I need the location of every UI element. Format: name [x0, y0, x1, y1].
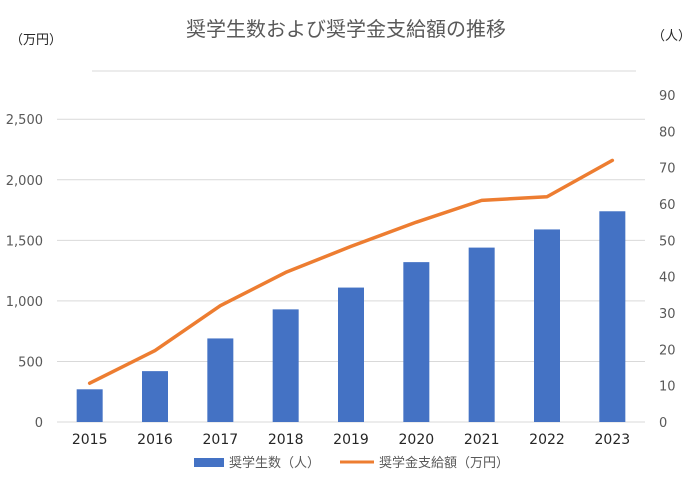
left-axis-unit: （万円） [10, 33, 62, 48]
right-tick-label: 0 [659, 416, 667, 431]
left-tick-label: 2,500 [6, 113, 43, 128]
x-tick-label: 2019 [333, 432, 369, 448]
left-tick-label: 1,000 [6, 295, 43, 310]
bar [207, 338, 234, 422]
bar-series [76, 211, 626, 422]
legend-label-line: 奨学金支給額（万円） [379, 455, 509, 471]
x-tick-label: 2021 [464, 432, 500, 448]
left-tick-label: 2,000 [6, 174, 43, 189]
right-axis-ticks: 0 10 20 30 40 50 60 70 80 90 [659, 89, 676, 431]
bar [338, 287, 364, 422]
x-tick-label: 2018 [268, 432, 304, 448]
line-path [87, 158, 615, 385]
legend: 奨学生数（人） 奨学金支給額（万円） [194, 455, 509, 471]
bar [76, 389, 103, 422]
right-axis-unit: （人） [652, 29, 691, 44]
bar [272, 309, 299, 422]
right-tick-label: 40 [659, 271, 676, 286]
line-series [87, 158, 615, 385]
chart-title: 奨学生数および奨学金支給額の推移 [186, 17, 506, 41]
left-tick-label: 500 [18, 355, 43, 370]
x-tick-label: 2015 [72, 432, 108, 448]
right-tick-label: 60 [659, 198, 676, 213]
legend-label-bar: 奨学生数（人） [229, 455, 320, 471]
right-tick-label: 10 [659, 380, 676, 395]
left-axis-ticks: 0 500 1,000 1,500 2,000 2,500 [6, 113, 43, 431]
bar [142, 371, 168, 422]
bar [599, 211, 626, 422]
right-tick-label: 50 [659, 234, 676, 249]
x-tick-label: 2022 [529, 432, 565, 448]
right-tick-label: 80 [659, 125, 676, 140]
left-tick-label: 1,500 [6, 234, 43, 249]
x-tick-label: 2020 [399, 432, 435, 448]
right-tick-label: 20 [659, 343, 676, 358]
x-axis-ticks: 2015 2016 2017 2018 2019 2020 2021 2022 2023 [72, 432, 630, 448]
bar [468, 247, 495, 422]
x-tick-label: 2023 [595, 432, 631, 448]
bar [534, 229, 560, 422]
right-tick-label: 90 [659, 89, 676, 104]
right-tick-label: 30 [659, 307, 676, 322]
x-tick-label: 2016 [137, 432, 173, 448]
bar [403, 262, 430, 422]
right-tick-label: 70 [659, 162, 676, 177]
left-tick-label: 0 [35, 416, 43, 431]
x-tick-label: 2017 [203, 432, 239, 448]
legend-swatch-bar [194, 458, 224, 467]
